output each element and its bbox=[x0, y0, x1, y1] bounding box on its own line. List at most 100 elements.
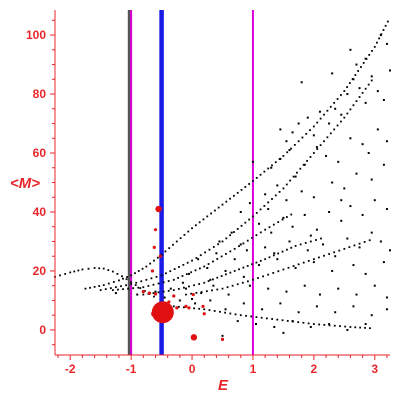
data-point bbox=[300, 81, 303, 84]
curve-point bbox=[378, 37, 381, 40]
data-point bbox=[291, 225, 294, 228]
highlight-point bbox=[150, 269, 155, 273]
curve-point bbox=[190, 292, 193, 295]
curve-point bbox=[276, 318, 279, 321]
curve-point bbox=[179, 237, 182, 240]
curve-point bbox=[371, 49, 373, 52]
highlight-point bbox=[202, 312, 206, 316]
curve-point bbox=[69, 271, 72, 274]
data-point bbox=[364, 101, 367, 104]
data-point bbox=[200, 292, 203, 295]
data-point bbox=[276, 184, 279, 187]
highlight-point bbox=[151, 301, 174, 324]
curve-point bbox=[150, 277, 153, 280]
curve-point bbox=[93, 285, 96, 288]
data-point bbox=[343, 187, 346, 190]
curve-point bbox=[233, 231, 235, 233]
curve-point bbox=[152, 292, 155, 294]
curve-point bbox=[111, 289, 114, 292]
curve-point bbox=[274, 194, 277, 197]
curve-point bbox=[188, 285, 190, 288]
data-point bbox=[288, 240, 291, 243]
curve-point bbox=[231, 284, 234, 287]
curve-point bbox=[165, 272, 167, 275]
curve-point bbox=[157, 282, 160, 285]
curve-point bbox=[320, 237, 322, 240]
curve-point bbox=[299, 243, 302, 246]
x-tick-label: 1 bbox=[250, 362, 257, 376]
curve-point bbox=[102, 267, 105, 270]
data-point bbox=[318, 293, 321, 296]
curve-point bbox=[149, 262, 152, 265]
data-point bbox=[358, 246, 361, 249]
curve-point bbox=[326, 136, 329, 139]
data-point bbox=[169, 287, 172, 290]
highlight-point bbox=[158, 254, 162, 258]
curve-point bbox=[328, 253, 330, 255]
curve-point bbox=[355, 100, 358, 103]
curve-point bbox=[213, 310, 216, 312]
curve-point bbox=[326, 109, 329, 112]
curve-point bbox=[252, 215, 254, 218]
curve-point bbox=[217, 243, 220, 246]
data-point bbox=[334, 255, 337, 258]
curve-point bbox=[297, 140, 300, 143]
curve-point bbox=[172, 305, 175, 308]
curve-point bbox=[348, 246, 351, 249]
data-point bbox=[331, 181, 334, 184]
curve-point bbox=[307, 322, 310, 325]
data-point bbox=[358, 87, 361, 90]
curve-point bbox=[364, 326, 366, 329]
curve-point bbox=[244, 186, 247, 188]
data-point bbox=[136, 293, 139, 296]
curve-point bbox=[367, 83, 370, 86]
curve-point bbox=[130, 274, 133, 277]
data-point bbox=[309, 234, 312, 237]
curve-point bbox=[190, 271, 193, 274]
curve-point bbox=[217, 206, 220, 209]
curve-point bbox=[301, 136, 304, 139]
data-point bbox=[230, 231, 233, 234]
data-point bbox=[261, 308, 264, 311]
curve-point bbox=[147, 285, 150, 287]
curve-point bbox=[134, 284, 137, 287]
curve-point bbox=[198, 267, 201, 270]
data-point bbox=[315, 228, 318, 231]
curve-point bbox=[312, 152, 315, 154]
curve-point bbox=[272, 223, 275, 226]
curve-point bbox=[177, 277, 180, 279]
data-point bbox=[340, 113, 343, 116]
curve-point bbox=[109, 287, 112, 290]
data-point bbox=[389, 69, 391, 72]
data-point bbox=[376, 128, 379, 131]
curve-point bbox=[274, 161, 277, 164]
curve-point bbox=[181, 275, 184, 277]
curve-point bbox=[309, 129, 311, 132]
curve-point bbox=[333, 324, 336, 327]
data-point bbox=[270, 166, 273, 169]
curve-point bbox=[268, 256, 271, 259]
curve-point bbox=[208, 248, 211, 251]
curve-point bbox=[343, 90, 346, 92]
data-point bbox=[276, 258, 279, 261]
data-point bbox=[312, 134, 315, 137]
curve-point bbox=[225, 200, 228, 203]
curve-point bbox=[323, 113, 325, 116]
data-point bbox=[346, 93, 349, 96]
curve-point bbox=[363, 241, 366, 243]
data-point bbox=[251, 160, 254, 163]
curve-point bbox=[204, 251, 206, 254]
curve-point bbox=[302, 321, 305, 324]
data-point bbox=[245, 249, 248, 252]
curve-point bbox=[299, 167, 302, 170]
curve-point bbox=[272, 254, 275, 257]
curve-point bbox=[333, 101, 336, 104]
curve-point bbox=[207, 263, 210, 265]
data-point bbox=[279, 302, 282, 305]
curve-point bbox=[271, 318, 273, 320]
curve-point bbox=[329, 105, 332, 108]
data-point bbox=[346, 237, 349, 240]
data-point bbox=[331, 72, 334, 75]
data-point bbox=[385, 308, 388, 311]
curve-point bbox=[352, 104, 355, 107]
